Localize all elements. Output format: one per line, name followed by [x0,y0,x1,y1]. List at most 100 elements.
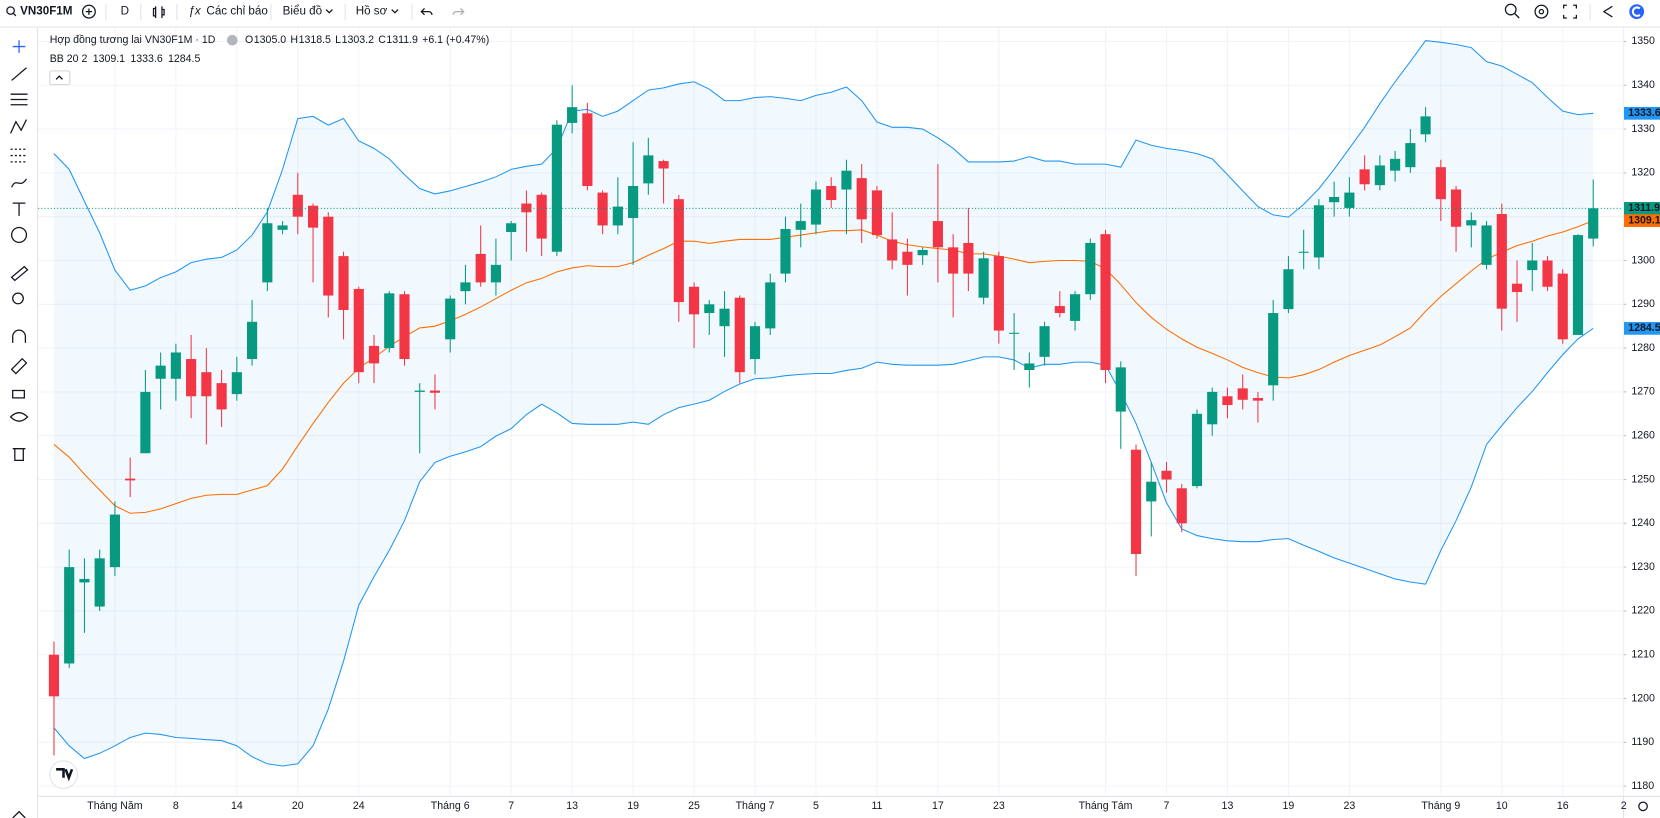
candle-body [1191,413,1203,487]
candle-body [1039,326,1050,357]
candle-body [628,186,639,218]
y-tick-label: 1220 [1631,605,1655,617]
candle-body [917,249,928,256]
legend-toggle[interactable] [227,34,238,46]
lock-tool[interactable] [12,389,25,399]
x-tick-label: 7 [508,800,514,812]
settings-button[interactable] [1534,4,1549,19]
candle-body [1450,189,1462,227]
y-tick-label: 1190 [1631,736,1654,748]
candle-body [64,567,75,664]
candle-body [186,359,197,397]
candle-body [612,206,623,226]
candle-body [216,383,227,410]
delete-tool[interactable] [12,448,26,461]
legend-text: L [335,34,341,46]
emoji-tool[interactable] [11,226,28,243]
candle-body [871,190,883,236]
x-tick-label: 2 [1621,800,1627,812]
logo-button[interactable] [1629,4,1645,20]
candle-body [94,558,105,607]
legend-text: H [290,34,298,46]
undo-button[interactable] [420,8,433,16]
chart-type-button[interactable]: Biểu đồ [283,5,322,18]
labels: 1180 1190 1200 1210 1220 1230 1240 1250 1260 1270… [38,35,1660,812]
candle-body [795,221,806,230]
share-button[interactable] [1602,5,1613,18]
candle-body [1405,143,1416,168]
prediction-tool[interactable] [10,148,28,163]
candle-body [1009,332,1020,334]
x-tick-label: 19 [627,800,639,812]
candle-body [704,304,715,314]
candle-body [1252,398,1264,401]
candle-body [1069,294,1081,321]
price-label-bg [1624,322,1660,335]
candle-body [810,189,822,225]
candle-body [1130,449,1142,554]
indicator-legend: 1333.6 [130,53,162,65]
y-tick-label: 1290 [1631,298,1655,310]
candle-body [719,308,730,327]
candle-body [460,282,471,292]
zoom-button[interactable] [1504,3,1517,16]
x-tick-label: 7 [1164,800,1170,812]
toolbar: VN30F1M D ƒx Các chỉ báo Biểu đồ Hồ sơ [0,3,1660,28]
candle-body [658,161,669,169]
x-tick-label: 16 [1557,800,1569,812]
candle-body [323,216,334,296]
price-label: 1284.5 [1628,322,1660,334]
legend-text: C [378,34,386,46]
crosshair-tool[interactable] [12,40,26,53]
price-label-bg [1624,202,1660,215]
trendline-tool[interactable] [11,67,27,81]
legend-text: O [245,34,253,46]
candle-body [1588,208,1599,239]
settings-center [1538,8,1545,15]
chart-style-button[interactable] [152,6,165,18]
candle-body [429,390,441,393]
ruler-tool[interactable] [10,265,29,282]
x-tick-label: 10 [1496,800,1508,812]
candle-body [262,223,273,283]
collapse-legend-button[interactable] [49,70,71,86]
candle-body [1374,165,1385,186]
x-tick-label: 17 [932,800,944,812]
symbol[interactable]: VN30F1M [20,5,72,18]
indicator-legend: 1309.1 [93,53,125,65]
indicators-button[interactable]: Các chỉ báo [206,5,267,18]
y-tick-label: 1200 [1631,692,1655,704]
hide-tool[interactable] [9,412,29,422]
collapse-button[interactable] [12,810,26,818]
candle-body [79,578,90,583]
compare-button[interactable] [81,4,96,19]
text-tool[interactable] [12,202,26,216]
y-tick-label: 1180 [1631,780,1654,792]
indicator-legend: BB 20 2 [50,53,88,65]
fx-icon: ƒx [188,5,201,18]
profile-button[interactable]: Hồ sơ [356,5,388,18]
candle-body [963,242,974,274]
interval[interactable]: D [121,5,129,18]
legend-text: 1305.0 [254,34,286,46]
bollinger-bands [53,40,1594,767]
x-tick-label: 13 [566,800,578,812]
brush-tool[interactable] [11,178,28,188]
zoom-tool[interactable] [12,292,24,305]
candle-body [1176,488,1187,524]
x-tick-label: 8 [173,800,179,812]
y-tick-label: 1240 [1631,517,1655,529]
candle-body [1237,388,1248,400]
axis-settings-button[interactable] [1638,801,1648,812]
fullscreen-button[interactable] [1563,4,1577,19]
magnet-tool[interactable] [12,329,27,343]
stay-drawing-tool[interactable] [10,357,28,375]
redo-button[interactable] [452,8,465,16]
search-icon[interactable] [6,6,15,15]
fib-tool[interactable] [10,93,28,106]
x-tick-label: 13 [1222,800,1234,812]
candle-body [887,239,898,261]
pattern-tool[interactable] [10,119,28,134]
band-fill [53,40,1594,766]
